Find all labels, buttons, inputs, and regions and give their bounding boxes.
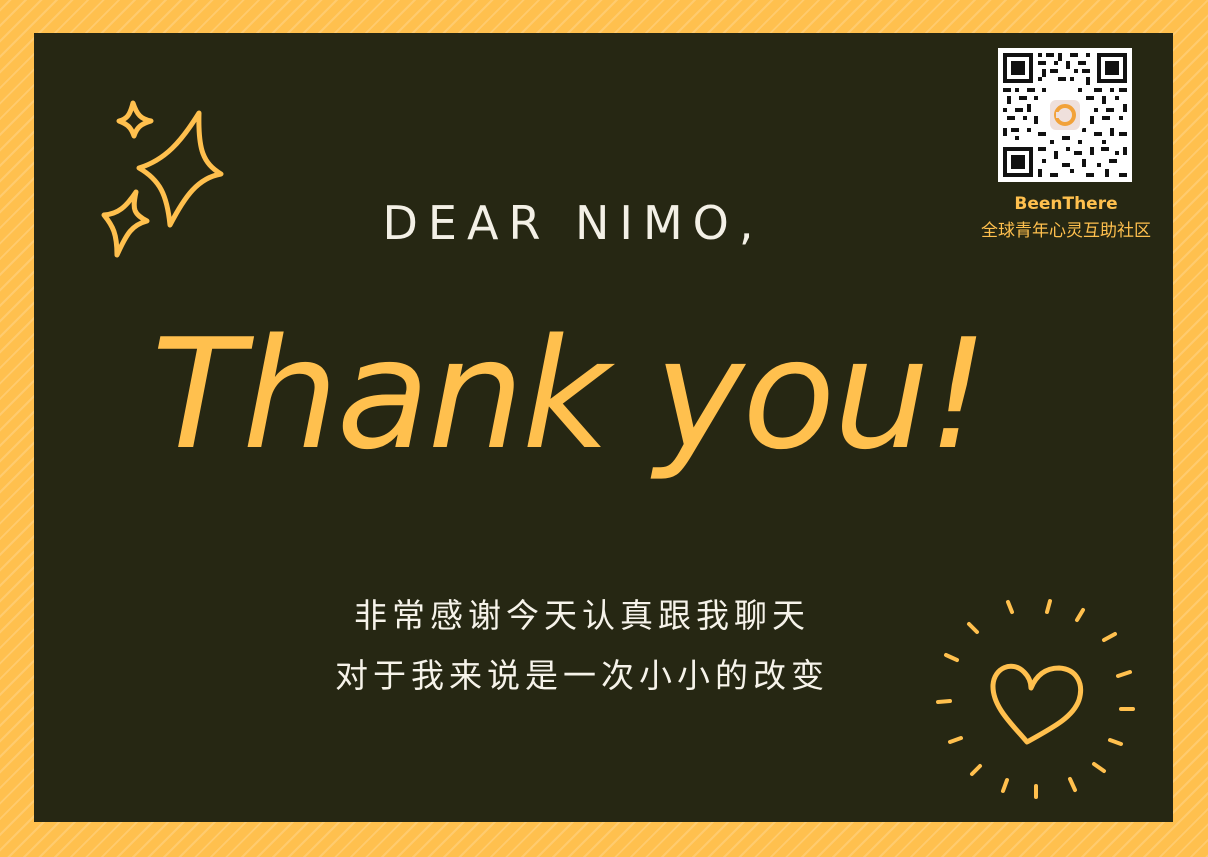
chalkboard-panel [34, 33, 1173, 822]
headline-thank-you: Thank you! [151, 306, 988, 483]
brand-tagline: 全球青年心灵互助社区 [981, 221, 1151, 241]
message-line-1: 非常感谢今天认真跟我聊天 [354, 596, 810, 635]
qr-code-icon [998, 48, 1132, 182]
message-line-2: 对于我来说是一次小小的改变 [335, 656, 829, 695]
brand-name: BeenThere [1014, 194, 1118, 214]
salutation: DEAR NIMO, [382, 196, 764, 250]
